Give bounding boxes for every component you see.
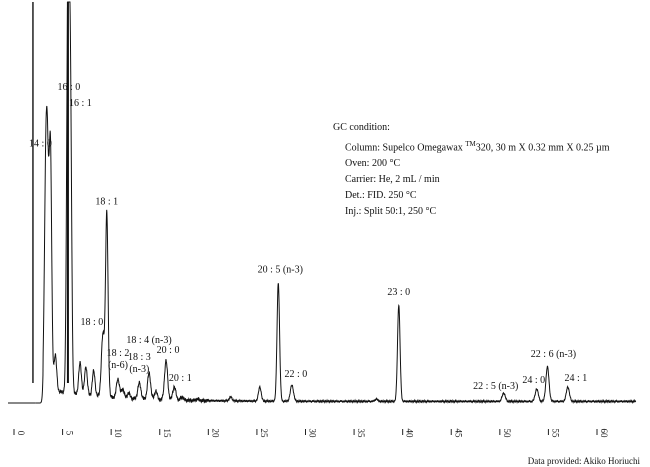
gc-column-line: Column: Supelco Omegawax TM320, 30 m X 0…: [333, 136, 610, 156]
data-credit: Data provided: Akiko Horiuchi: [527, 456, 640, 466]
x-tick-label: 10: [113, 429, 123, 439]
peak-label: 23 : 0: [387, 287, 410, 298]
trademark-mark: TM: [465, 140, 476, 148]
x-tick-label: 20: [210, 429, 220, 439]
peak-label: 20 : 1: [169, 373, 192, 384]
peak-label-line: 18 : 3: [128, 352, 151, 363]
gc-detector-line: Det.: FID. 250 °C: [345, 190, 417, 202]
gc-column-prefix: Column: Supelco Omegawax: [345, 142, 463, 154]
trace-layer: [8, 1, 637, 405]
peak-label-line: (n-3): [129, 364, 149, 375]
peak-label: 18 : 0: [81, 317, 104, 328]
peak-label: 22 : 5 (n-3): [473, 381, 518, 392]
x-tick-label: 5: [65, 431, 75, 436]
peak-label: 18 : 2 (n-6): [107, 348, 130, 371]
gc-column-suffix: 320, 30 m X 0.32 mm X 0.25 µm: [475, 142, 610, 154]
peak-label: 14 : 0: [29, 138, 52, 149]
x-tick-label: 0: [16, 431, 26, 436]
peak-label: 18 : 3 (n-3): [128, 352, 151, 375]
peak-label: 18 : 1: [95, 197, 118, 208]
peak-label-line: (n-6): [108, 360, 128, 371]
peak-label: 16 : 1: [69, 98, 92, 109]
chromatogram-trace: [35, 1, 637, 405]
x-tick-label: 45: [453, 429, 463, 439]
gc-oven-line: Oven: 200 °C: [345, 158, 401, 170]
axis-layer: 0 5 10 15 20 25 30 35 40 45 50 55 60: [13, 428, 609, 439]
x-tick-label: 50: [502, 428, 512, 438]
peak-label: 24 : 0: [522, 375, 545, 386]
peak-label-layer: 14 : 0 16 : 0 16 : 1 18 : 0 18 : 1 18 : 2 (n-6…: [29, 82, 587, 392]
peak-label: 20 : 5 (n-3): [258, 265, 303, 276]
x-tick-label: 25: [259, 429, 269, 439]
peak-label: 18 : 4 (n-3): [126, 335, 171, 346]
gc-condition-title: GC condition:: [333, 122, 390, 133]
peak-label: 16 : 0: [58, 82, 81, 93]
x-tick-label: 55: [550, 429, 560, 439]
peak-label: 22 : 6 (n-3): [531, 349, 576, 360]
x-tick-label: 60: [599, 429, 609, 439]
gc-carrier-line: Carrier: He, 2 mL / min: [345, 174, 440, 186]
x-tick-label: 15: [162, 429, 172, 439]
peak-label: 20 : 0: [157, 345, 180, 356]
x-tick-label: 30: [308, 429, 318, 439]
peak-label: 22 : 0: [285, 369, 308, 380]
x-tick-label: 40: [405, 429, 415, 439]
peak-label-line: 18 : 2: [107, 348, 130, 359]
peak-label: 24 : 1: [564, 373, 587, 384]
gc-condition-box: GC condition: Column: Supelco Omegawax T…: [333, 120, 610, 220]
gc-injector-line: Inj.: Split 50:1, 250 °C: [345, 206, 437, 218]
x-tick-label: 35: [356, 429, 366, 439]
